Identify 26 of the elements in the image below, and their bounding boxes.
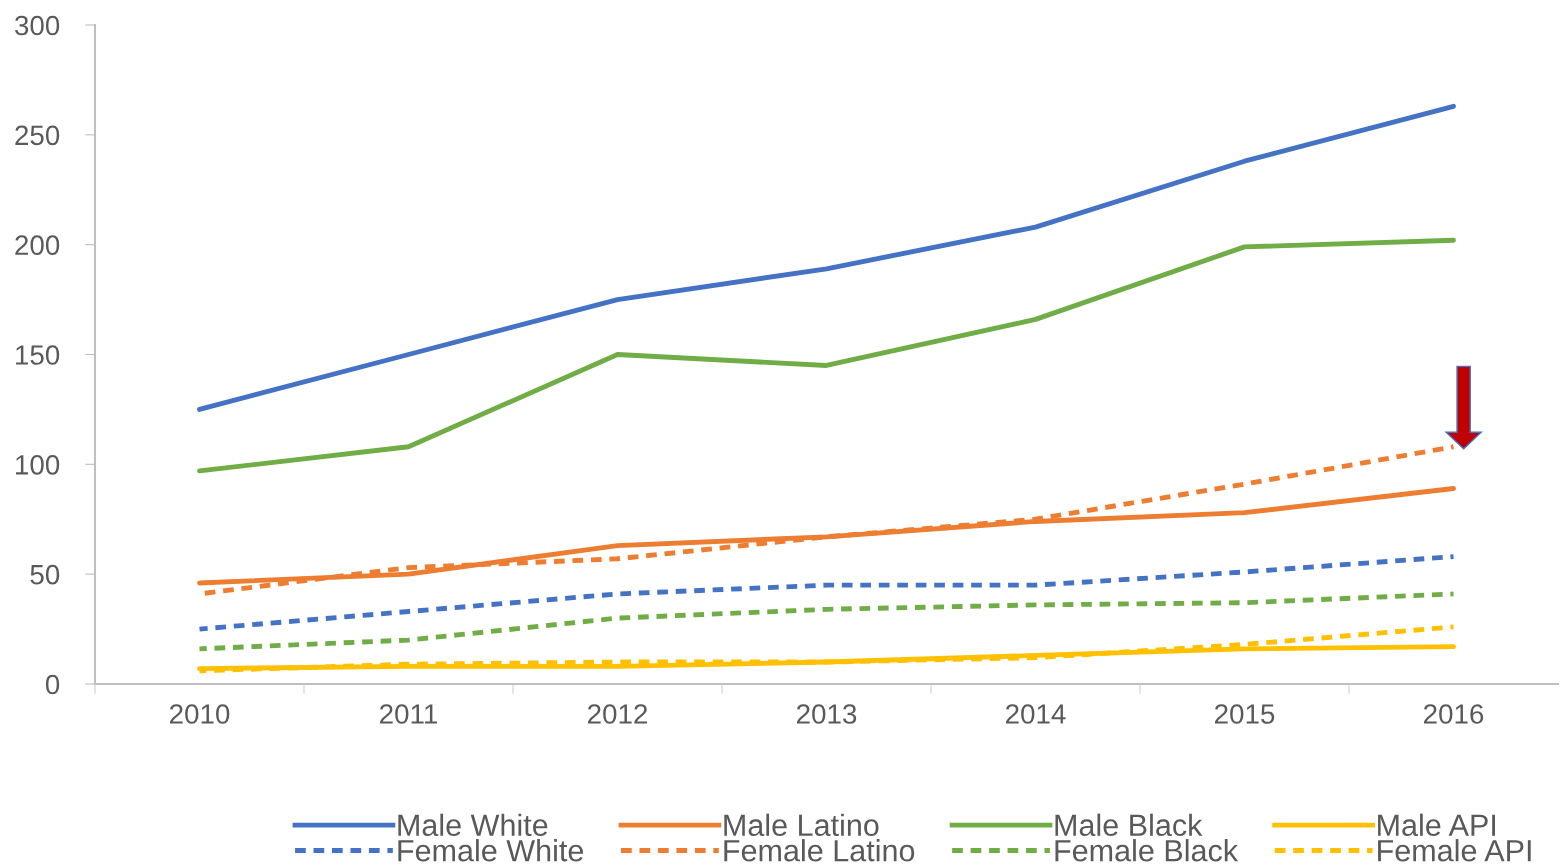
line-series xyxy=(197,591,1456,652)
legend-label: Male Black xyxy=(1055,813,1203,837)
legend-label: Female White xyxy=(398,839,584,862)
legend-label: Male White xyxy=(398,813,548,837)
y-tick-label: 100 xyxy=(16,455,60,475)
y-tick-label: 300 xyxy=(15,15,60,36)
y-tick-label: 200 xyxy=(15,235,60,256)
y-tick-label: 250 xyxy=(15,125,60,146)
legend-label: Male API xyxy=(1378,813,1496,837)
y-tick-label: 50 xyxy=(30,564,60,585)
legend-label: Male Latino xyxy=(724,813,879,837)
x-tick-label: 2012 xyxy=(588,704,648,724)
legend-label: Female API xyxy=(1378,839,1531,862)
line-series xyxy=(197,103,1456,412)
x-tick-label: 2011 xyxy=(380,704,438,724)
y-tick-label: 150 xyxy=(16,345,60,365)
x-tick-label: 2016 xyxy=(1424,704,1484,724)
legend-label: Female Latino xyxy=(724,839,915,862)
x-tick-label: 2014 xyxy=(1006,704,1066,724)
x-tick-label: 2015 xyxy=(1215,704,1275,724)
x-tick-label: 2010 xyxy=(170,704,230,724)
line-series xyxy=(197,554,1456,632)
legend-label: Female Black xyxy=(1055,839,1239,862)
y-tick-label: 0 xyxy=(45,674,60,695)
x-tick-label: 2013 xyxy=(797,704,857,724)
line-series xyxy=(197,237,1456,474)
